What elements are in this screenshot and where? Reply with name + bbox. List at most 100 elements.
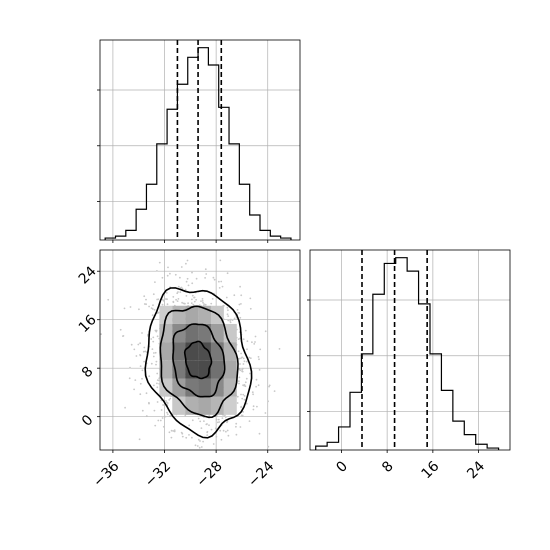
scatter-point	[191, 271, 193, 274]
density-cell	[159, 342, 173, 361]
axes-frame-2d	[99, 249, 301, 451]
scatter-point	[241, 367, 244, 370]
scatter-point	[236, 395, 239, 398]
scatter-point	[206, 423, 208, 425]
scatter-point	[166, 413, 169, 416]
scatter-point	[143, 360, 146, 363]
scatter-point	[169, 272, 171, 275]
scatter-point	[255, 378, 258, 381]
density-cell	[198, 342, 211, 361]
scatter-point	[246, 348, 248, 351]
scatter-point	[159, 419, 162, 422]
scatter-point	[229, 321, 232, 324]
scatter-point	[208, 424, 210, 427]
scatter-point	[154, 424, 157, 427]
scatter-point	[259, 348, 262, 351]
scatter-point	[145, 392, 148, 395]
scatter-point	[252, 393, 255, 396]
scatter-point	[152, 304, 154, 307]
scatter-point	[154, 351, 157, 354]
scatter-point	[239, 426, 242, 428]
scatter-point	[186, 259, 189, 262]
scatter-point	[233, 294, 236, 297]
scatter-point	[249, 372, 251, 375]
scatter-point	[157, 419, 160, 422]
scatter-point	[173, 429, 176, 431]
scatter-point	[156, 386, 159, 389]
density-cell	[185, 378, 199, 397]
scatter-point	[198, 304, 201, 306]
scatter-point	[256, 405, 258, 408]
scatter-point	[152, 336, 155, 339]
scatter-point	[145, 415, 148, 417]
scatter-point	[219, 429, 222, 432]
scatter-point	[240, 414, 243, 417]
scatter-point	[129, 366, 131, 369]
scatter-point	[156, 335, 159, 338]
scatter-point	[258, 369, 261, 371]
scatter-point	[219, 259, 222, 262]
scatter-point	[143, 295, 146, 298]
scatter-point	[199, 420, 202, 423]
scatter-point	[152, 340, 155, 343]
density-cell	[223, 396, 237, 415]
scatter-point	[231, 319, 234, 321]
density-cell	[172, 323, 186, 343]
scatter-point	[235, 422, 238, 425]
scatter-point	[188, 434, 190, 436]
scatter-point	[239, 285, 242, 288]
scatter-point	[162, 425, 165, 428]
scatter-point	[128, 377, 131, 380]
scatter-point	[226, 272, 229, 275]
scatter-point	[230, 318, 232, 321]
scatter-point	[246, 340, 249, 343]
scatter-point	[258, 432, 261, 435]
scatter-point	[193, 300, 196, 303]
scatter-point	[252, 408, 255, 411]
scatter-point	[278, 348, 281, 350]
scatter-point	[185, 280, 188, 283]
scatter-point	[172, 300, 175, 303]
contour-lines	[144, 287, 253, 439]
scatter-point	[252, 405, 255, 408]
ticks-2d	[97, 270, 269, 453]
scatter-point	[224, 416, 227, 419]
scatter-point	[245, 360, 248, 363]
grid-x	[100, 40, 300, 240]
scatter-point	[100, 333, 102, 335]
density-cell	[198, 360, 211, 379]
ticks-hist-x	[97, 89, 269, 243]
scatter-point	[240, 294, 243, 297]
density-cell	[172, 396, 186, 415]
scatter-point	[235, 425, 237, 428]
scatter-point	[161, 276, 164, 279]
scatter-point	[191, 419, 194, 422]
scatter-point	[245, 377, 248, 380]
axes-frame-hist-y	[309, 249, 511, 451]
scatter-point	[249, 307, 252, 310]
scatter-point	[191, 436, 193, 439]
density-cell	[185, 305, 199, 324]
scatter-point	[172, 430, 175, 432]
scatter-point	[143, 346, 146, 349]
scatter-point	[240, 393, 242, 396]
density-cell	[172, 342, 186, 361]
scatter-point	[181, 287, 184, 290]
scatter-point	[191, 294, 194, 297]
scatter-point	[248, 420, 251, 422]
scatter-point	[227, 315, 230, 317]
scatter-point	[138, 308, 140, 311]
scatter-point	[152, 293, 155, 296]
scatter-point	[213, 278, 216, 281]
scatter-point	[244, 381, 247, 384]
scatter-point	[122, 335, 124, 337]
scatter-point	[180, 266, 183, 268]
scatter-point	[166, 402, 169, 404]
scatter-point	[242, 363, 245, 365]
scatter-point	[156, 382, 158, 385]
scatter-point	[174, 273, 177, 276]
scatter-point	[165, 298, 167, 300]
scatter-point	[215, 435, 218, 438]
scatter-point	[168, 399, 171, 401]
scatter-point	[242, 357, 245, 360]
